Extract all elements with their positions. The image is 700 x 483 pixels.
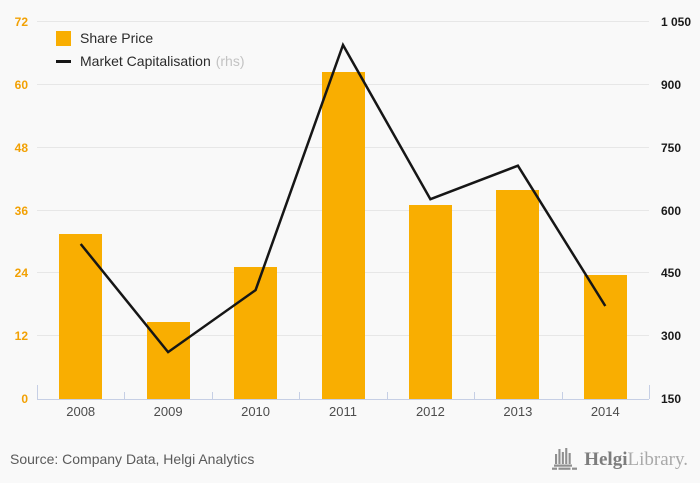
- category-boundary-tick: [474, 392, 476, 399]
- right-axis-tick-label: 150: [661, 392, 682, 406]
- left-axis-tick-label: 48: [14, 140, 28, 155]
- x-axis-label-2009: 2009: [153, 404, 183, 419]
- legend-label-market-cap: Market Capitalisation: [80, 53, 211, 69]
- right-axis-tick-label: 300: [661, 329, 682, 344]
- helgi-logo-text-bold: Helgi: [584, 449, 628, 470]
- x-axis-line: [37, 399, 649, 400]
- helgi-logo-text: HelgiLibrary.: [584, 447, 688, 473]
- source-note: Source: Company Data, Helgi Analytics: [10, 451, 255, 467]
- bar-2012: [408, 204, 452, 399]
- left-axis-tick-label: 24: [14, 266, 28, 281]
- right-axis-tick-label: 1 050: [661, 15, 692, 29]
- helgi-logo-icon: [551, 444, 578, 476]
- bar-2013: [496, 189, 540, 399]
- category-boundary-tick: [299, 392, 301, 399]
- legend-label-share-price: Share Price: [80, 30, 154, 46]
- legend-label-market-cap-suffix: (rhs): [215, 53, 245, 69]
- bar-2011: [321, 71, 365, 399]
- share-price-swatch-icon: [56, 30, 71, 46]
- axis-end-tick: [37, 385, 38, 399]
- x-axis-label-2014: 2014: [590, 404, 620, 419]
- axis-end-tick: [649, 385, 650, 399]
- x-axis-label-2008: 2008: [66, 404, 96, 419]
- right-axis-tick-label: 750: [661, 140, 682, 155]
- legend: Share Price Market Capitalisation (rhs): [56, 30, 245, 76]
- left-axis-tick-label: 0: [21, 392, 28, 406]
- gridline: [37, 21, 649, 22]
- chart-canvas: Share Price Market Capitalisation (rhs) …: [14, 15, 692, 419]
- x-axis-label-2012: 2012: [415, 404, 445, 419]
- helgi-library-logo[interactable]: HelgiLibrary.: [551, 444, 688, 476]
- category-boundary-tick: [211, 392, 213, 399]
- x-axis-label-2013: 2013: [503, 404, 533, 419]
- category-boundary-tick: [386, 392, 388, 399]
- left-axis-tick-label: 12: [14, 329, 28, 344]
- right-axis-tick-label: 450: [661, 266, 682, 281]
- left-axis-tick-label: 72: [14, 15, 28, 29]
- legend-item-market-cap: Market Capitalisation (rhs): [56, 53, 245, 69]
- right-axis-tick-label: 600: [661, 203, 682, 218]
- market-cap-line-icon: [56, 59, 71, 63]
- x-axis-label-2011: 2011: [329, 404, 357, 419]
- category-boundary-tick: [561, 392, 563, 399]
- right-axis-tick-label: 900: [661, 77, 682, 92]
- x-axis-label-2010: 2010: [241, 404, 271, 419]
- legend-item-share-price: Share Price: [56, 30, 245, 46]
- market-cap-line-series: [79, 42, 607, 354]
- left-axis-tick-label: 36: [14, 203, 28, 218]
- bar-2014: [583, 274, 627, 399]
- helgi-logo-text-light: Library.: [627, 449, 689, 470]
- left-axis-tick-label: 60: [14, 77, 28, 92]
- category-boundary-tick: [124, 392, 126, 399]
